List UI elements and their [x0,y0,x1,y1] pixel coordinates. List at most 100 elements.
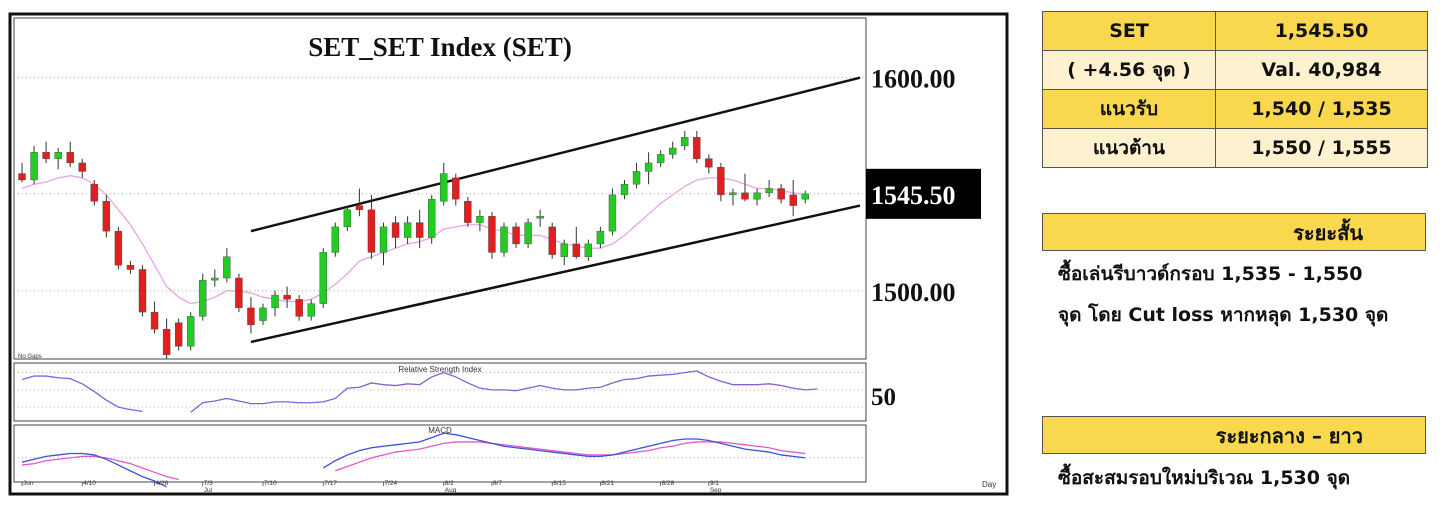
symbol-cell: SET [1042,11,1216,51]
quote-row-change: ( +4.56 จุด ) Val. 40,984 [1042,50,1428,90]
candle-body [42,152,50,159]
quote-table: SET 1,545.50 ( +4.56 จุด ) Val. 40,984 แ… [1042,11,1428,168]
x-tick-label: 7/24 [385,480,398,487]
change-cell: ( +4.56 จุด ) [1042,50,1216,90]
candle-body [186,316,195,347]
candle-body [656,154,665,164]
x-tick-label: 8/2 [445,480,454,487]
candle-body [669,147,677,155]
x-tick-label: 4/10 [83,480,96,487]
candle-body [452,177,460,200]
short-term-line-1: ซื้อเล่นรีบาวด์กรอบ 1,535 - 1,550 [1058,263,1363,285]
quote-row-support: แนวรับ 1,540 / 1,535 [1042,89,1428,129]
rsi-line [190,370,818,413]
quote-row-symbol: SET 1,545.50 [1042,11,1428,51]
candle-body [464,201,472,223]
x-unit-label: Day [982,480,996,489]
macd-signal-line [335,441,806,472]
x-tick-label: 7/17 [324,480,337,487]
chart-title: SET_SET Index (SET) [308,32,572,62]
rsi-line [21,375,143,413]
rsi-title: Relative Strength Index [398,365,481,374]
candle-body [343,209,352,228]
candle-body [801,193,809,200]
candle-body [150,311,159,330]
candle-body [476,216,484,223]
candle-body [211,277,219,281]
candle-body [440,173,448,202]
x-tick-label: 7/10 [264,480,277,487]
short-term-line-2: จุด โดย Cut loss หากหลุด 1,530 จุด [1058,304,1389,326]
candle-body [174,322,183,347]
candle-body [753,192,761,200]
resistance-label-cell: แนวต้าน [1042,128,1216,168]
last-price-box [866,168,981,219]
candle-body [681,137,689,147]
support-value-cell: 1,540 / 1,535 [1215,89,1428,129]
quote-row-resistance: แนวต้าน 1,550 / 1,555 [1042,128,1428,168]
upper-trendline [250,76,861,233]
candle-body [271,294,279,309]
candle-body [331,226,339,253]
candle-body [90,184,99,202]
y-tick-label: 1600.00 [871,65,956,94]
candle-body [102,201,111,232]
y-tick-label: 1500.00 [871,278,956,307]
candle-body [295,299,303,317]
candle-body [524,222,532,245]
x-tick-label: 4/26 [156,480,169,487]
x-tick-sublabel: Jul [204,487,213,494]
candle-body [488,216,496,253]
candle-body [632,171,641,185]
candle-body [560,243,568,257]
short-term-header: ระยะสั้น [1042,213,1426,251]
candle-body [319,252,327,304]
candle-body [391,222,400,238]
value-cell: Val. 40,984 [1215,50,1428,90]
candle-body [18,173,26,181]
candle-body [355,205,364,211]
candle-body [283,294,291,300]
x-tick-label: 8/21 [601,480,614,487]
rsi-level-label: 50 [871,384,896,411]
support-label-cell: แนวรับ [1042,89,1216,129]
last-price-label: 1545.50 [871,181,956,210]
candle-body [548,226,556,255]
candle-body [114,230,123,266]
x-tick-label: 9/1 [710,480,719,487]
candle-body [235,277,243,309]
candle-body [512,226,520,245]
x-tick-sublabel: Aug [445,487,457,494]
candle-body [572,243,580,257]
candle-body [705,158,713,168]
candle-body [536,216,544,219]
candle-body [644,162,653,172]
candle-body [620,184,629,196]
rsi-pane [13,362,867,422]
x-tick-sublabel: Sep [710,487,722,494]
short-term-note: ซื้อเล่นรีบาวด์กรอบ 1,535 - 1,550 จุด โด… [1058,254,1438,336]
candle-body [741,192,749,200]
candle-body [500,226,508,253]
candle-body [403,222,412,238]
x-tick-label: 7/3 [204,480,213,487]
candle-body [78,162,86,172]
no-gaps-label: No Gaps [18,354,42,360]
candle-body [54,152,62,159]
candle-body [247,307,255,326]
candle-body [223,256,231,279]
macd-line [21,452,167,488]
candle-body [30,152,38,181]
candle-body [693,137,701,159]
candle-body [717,166,725,196]
x-tick-label: 8/28 [662,480,675,487]
moving-average-line [21,175,806,305]
candle-body [138,269,147,313]
mid-long-term-header: ระยะกลาง – ยาว [1042,416,1426,454]
candle-body [162,328,171,355]
candle-body [729,192,737,196]
macd-title: MACD [428,426,452,435]
resistance-value-cell: 1,550 / 1,555 [1215,128,1428,168]
lower-trendline [250,204,861,344]
